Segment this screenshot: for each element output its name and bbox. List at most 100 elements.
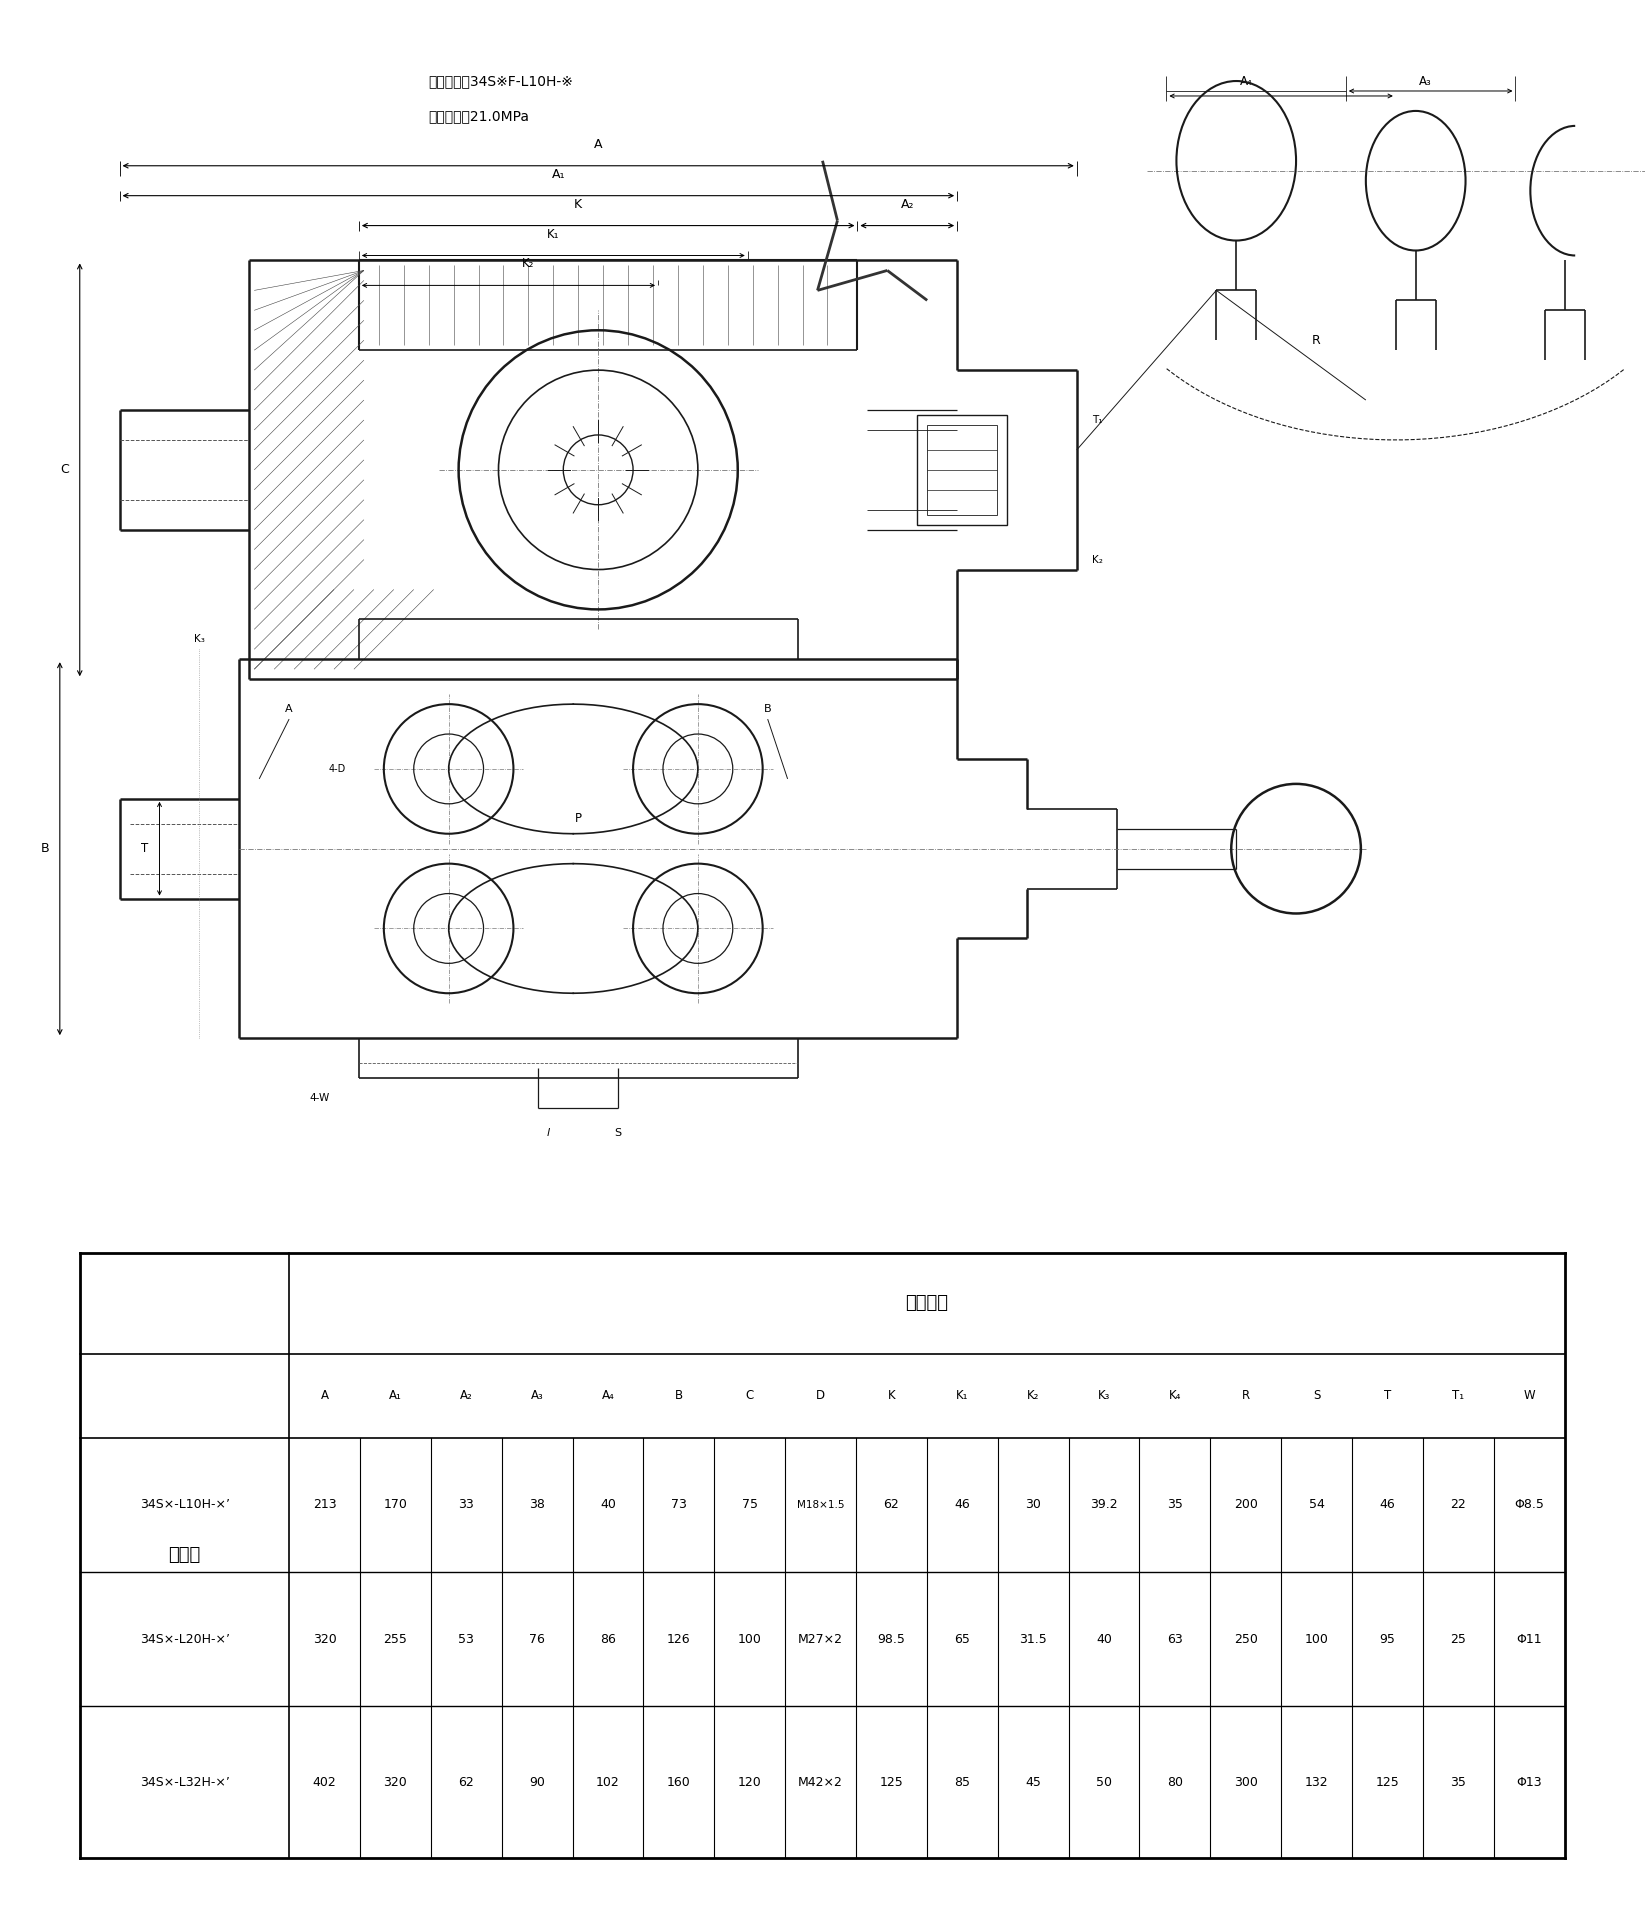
Text: 255: 255 <box>383 1632 408 1645</box>
Text: 4-W: 4-W <box>309 1092 329 1102</box>
Text: 86: 86 <box>600 1632 615 1645</box>
Text: A₂: A₂ <box>900 198 915 211</box>
Text: 80: 80 <box>1166 1776 1183 1789</box>
Text: l: l <box>546 1127 549 1139</box>
Text: 102: 102 <box>595 1776 620 1789</box>
Text: K₂: K₂ <box>1026 1388 1040 1402</box>
Text: C: C <box>745 1388 753 1402</box>
Text: 46: 46 <box>1380 1498 1395 1511</box>
Text: 320: 320 <box>383 1776 408 1789</box>
Text: 公称压力：21.0MPa: 公称压力：21.0MPa <box>429 109 530 123</box>
Text: 38: 38 <box>530 1498 544 1511</box>
Text: 40: 40 <box>600 1498 615 1511</box>
Bar <box>918 415 1007 524</box>
Text: A: A <box>285 705 293 714</box>
Text: 35: 35 <box>1166 1498 1183 1511</box>
Text: D: D <box>816 1388 826 1402</box>
Text: W: W <box>1523 1388 1535 1402</box>
Text: 34S×-L10H-×’: 34S×-L10H-×’ <box>140 1498 230 1511</box>
Text: Φ13: Φ13 <box>1517 1776 1541 1789</box>
Text: A₃: A₃ <box>1420 75 1433 88</box>
Text: 76: 76 <box>530 1632 544 1645</box>
Text: 45: 45 <box>1025 1776 1041 1789</box>
Text: K₁: K₁ <box>548 228 559 240</box>
Text: 160: 160 <box>666 1776 691 1789</box>
Text: 250: 250 <box>1234 1632 1258 1645</box>
Text: 54: 54 <box>1309 1498 1324 1511</box>
Text: 62: 62 <box>883 1498 900 1511</box>
Text: 型　号: 型 号 <box>168 1546 201 1565</box>
Text: 95: 95 <box>1380 1632 1395 1645</box>
Text: A: A <box>594 138 602 152</box>
Text: T₁: T₁ <box>1453 1388 1464 1402</box>
Text: 100: 100 <box>737 1632 762 1645</box>
Text: A₁: A₁ <box>551 167 564 180</box>
Text: K: K <box>574 198 582 211</box>
Text: T₁: T₁ <box>1092 415 1102 424</box>
Text: 50: 50 <box>1096 1776 1112 1789</box>
Text: 25: 25 <box>1451 1632 1466 1645</box>
Text: 98.5: 98.5 <box>877 1632 905 1645</box>
Text: 65: 65 <box>954 1632 971 1645</box>
Text: 73: 73 <box>671 1498 686 1511</box>
Text: 120: 120 <box>739 1776 762 1789</box>
Text: 39.2: 39.2 <box>1091 1498 1119 1511</box>
Text: B: B <box>41 843 49 854</box>
Text: 90: 90 <box>530 1776 544 1789</box>
Text: 40: 40 <box>1096 1632 1112 1645</box>
Text: K₁: K₁ <box>956 1388 969 1402</box>
Text: M18×1.5: M18×1.5 <box>796 1500 844 1509</box>
Text: S: S <box>1313 1388 1321 1402</box>
Text: 100: 100 <box>1304 1632 1329 1645</box>
Text: 34S×-L32H-×’: 34S×-L32H-×’ <box>140 1776 230 1789</box>
Text: T: T <box>141 843 148 854</box>
Text: K₄: K₄ <box>1168 1388 1181 1402</box>
Text: A₃: A₃ <box>531 1388 543 1402</box>
Text: 126: 126 <box>666 1632 691 1645</box>
Text: K: K <box>888 1388 895 1402</box>
Text: B: B <box>674 1388 683 1402</box>
Text: A: A <box>321 1388 329 1402</box>
Text: 31.5: 31.5 <box>1020 1632 1048 1645</box>
Text: A₁: A₁ <box>388 1388 401 1402</box>
Text: 213: 213 <box>313 1498 336 1511</box>
Text: 4-D: 4-D <box>329 764 345 774</box>
Text: A₂: A₂ <box>461 1388 472 1402</box>
Text: K₃: K₃ <box>194 634 206 645</box>
Text: 尺　　寸: 尺 寸 <box>905 1294 949 1311</box>
Text: 170: 170 <box>383 1498 408 1511</box>
Text: M27×2: M27×2 <box>798 1632 844 1645</box>
Text: B: B <box>763 705 772 714</box>
Text: 63: 63 <box>1166 1632 1183 1645</box>
Text: A₄: A₄ <box>1240 75 1252 88</box>
Bar <box>928 424 997 515</box>
Text: 22: 22 <box>1451 1498 1466 1511</box>
Text: 33: 33 <box>459 1498 474 1511</box>
Text: 200: 200 <box>1234 1498 1258 1511</box>
Text: Φ11: Φ11 <box>1517 1632 1541 1645</box>
Text: 53: 53 <box>459 1632 474 1645</box>
Text: 34S×-L20H-×’: 34S×-L20H-×’ <box>140 1632 230 1645</box>
Text: 125: 125 <box>1375 1776 1400 1789</box>
Text: K₂: K₂ <box>1092 555 1102 564</box>
Text: 35: 35 <box>1451 1776 1466 1789</box>
Text: 62: 62 <box>459 1776 474 1789</box>
Text: 300: 300 <box>1234 1776 1258 1789</box>
Text: M42×2: M42×2 <box>798 1776 842 1789</box>
Text: P: P <box>574 812 582 826</box>
Text: 132: 132 <box>1304 1776 1329 1789</box>
Text: R: R <box>1242 1388 1250 1402</box>
Text: 402: 402 <box>313 1776 336 1789</box>
Text: R: R <box>1311 334 1321 348</box>
Text: 46: 46 <box>954 1498 971 1511</box>
Text: Φ8.5: Φ8.5 <box>1515 1498 1545 1511</box>
Text: 320: 320 <box>313 1632 336 1645</box>
Text: S: S <box>615 1127 622 1139</box>
Text: 螺纹连接：34S※F-L10H-※: 螺纹连接：34S※F-L10H-※ <box>429 75 574 88</box>
Text: K₃: K₃ <box>1097 1388 1110 1402</box>
Text: 75: 75 <box>742 1498 758 1511</box>
Text: 30: 30 <box>1025 1498 1041 1511</box>
Text: 125: 125 <box>880 1776 903 1789</box>
Text: C: C <box>61 463 69 476</box>
Text: 85: 85 <box>954 1776 971 1789</box>
